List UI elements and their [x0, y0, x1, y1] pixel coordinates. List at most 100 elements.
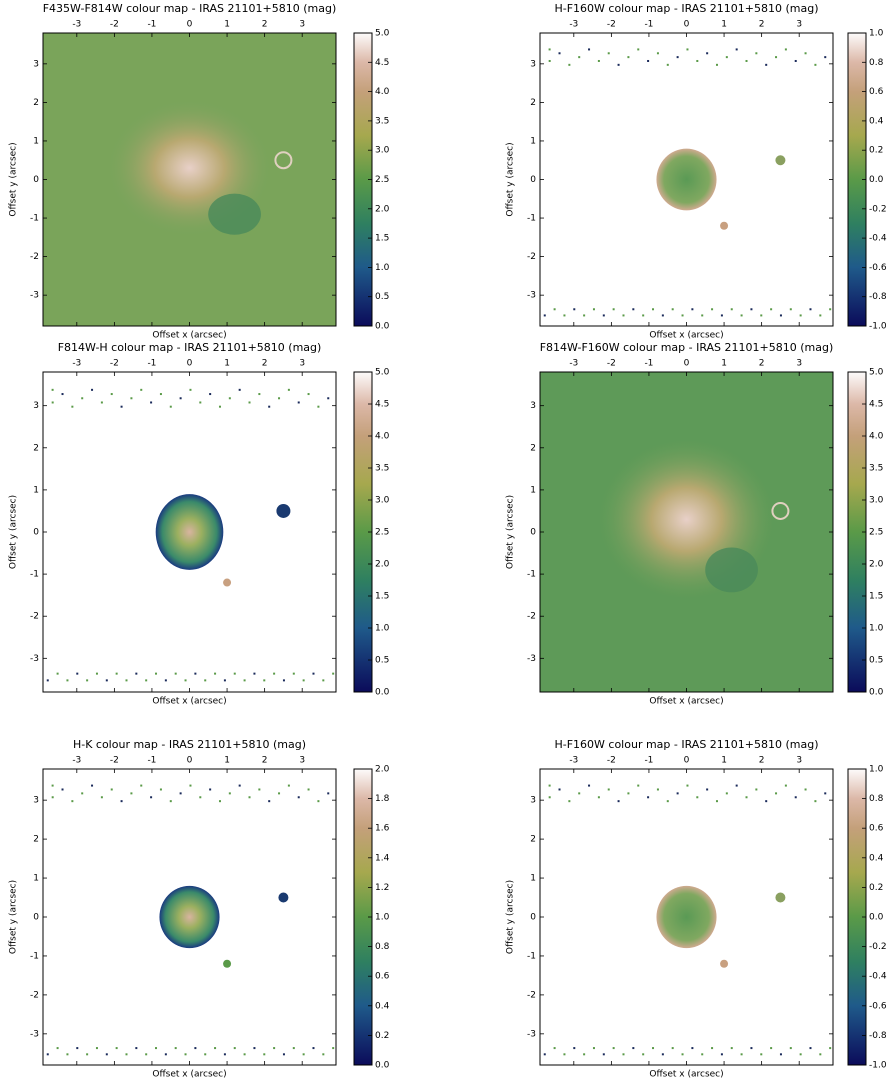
image-noise	[185, 679, 187, 681]
x-tick-label: -1	[147, 756, 156, 766]
image-noise	[760, 1053, 762, 1055]
image-noise	[278, 397, 280, 399]
colorbar-tick-label: 1.0	[869, 624, 884, 634]
image-noise	[263, 679, 265, 681]
y-axis-label: Offset y (arcsec)	[506, 142, 516, 216]
x-axis-label: Offset x (arcsec)	[649, 1070, 723, 1079]
image-noise	[121, 406, 123, 408]
image-noise	[696, 60, 698, 62]
image-noise	[622, 1053, 624, 1055]
image-feature	[656, 149, 716, 211]
colorbar-tick-label: -0.8	[869, 1031, 887, 1041]
colorbar-tick-label: 0.4	[869, 116, 884, 126]
image-noise	[731, 1047, 733, 1049]
colorbar-tick-label: -0.6	[869, 263, 887, 273]
colorbar-tick-label: 2.5	[375, 528, 389, 538]
colorbar-tick-label: 0.5	[375, 656, 389, 666]
image	[47, 389, 334, 682]
image-noise	[303, 679, 305, 681]
image-noise	[554, 308, 556, 310]
x-tick-label: 3	[796, 756, 802, 766]
image-noise	[829, 1047, 831, 1049]
image-noise	[603, 314, 605, 316]
colorbar-tick-label: -0.2	[869, 942, 887, 952]
x-tick-label: -2	[110, 756, 119, 766]
x-tick-label: -2	[607, 20, 616, 30]
y-tick-label: -2	[30, 990, 39, 1000]
x-tick-label: -3	[72, 359, 81, 369]
image-content	[47, 389, 334, 682]
image-noise	[298, 401, 300, 403]
y-tick-label: -1	[527, 570, 536, 580]
image-noise	[652, 308, 654, 310]
image-noise	[583, 1053, 585, 1055]
image-feature	[159, 886, 219, 948]
image-noise	[135, 1047, 137, 1049]
image-noise	[785, 48, 787, 50]
chart-title: F814W-F160W colour map - IRAS 21101+5810…	[540, 341, 834, 354]
image-noise	[824, 792, 826, 794]
image-feature	[156, 494, 224, 570]
image-noise	[116, 673, 118, 675]
image-noise	[66, 1053, 68, 1055]
x-tick-label: -2	[607, 359, 616, 369]
image-noise	[278, 792, 280, 794]
image-noise	[598, 796, 600, 798]
image-noise	[111, 788, 113, 790]
image-noise	[283, 1053, 285, 1055]
image-noise	[253, 1047, 255, 1049]
y-tick-label: 2	[530, 443, 536, 453]
y-tick-label: -3	[30, 654, 39, 664]
image-noise	[726, 792, 728, 794]
y-tick-label: 1	[530, 136, 536, 146]
image-noise	[239, 785, 241, 787]
colorbar-tick-label: -1.0	[869, 322, 887, 332]
image-noise	[71, 800, 73, 802]
image-noise	[268, 800, 270, 802]
image-noise	[721, 314, 723, 316]
image-noise	[819, 314, 821, 316]
colorbar-tick-label: 0.2	[869, 146, 883, 156]
image-noise	[785, 785, 787, 787]
colorbar-tick-label: -0.2	[869, 204, 887, 214]
image-noise	[317, 800, 319, 802]
y-tick-label: 3	[33, 796, 39, 806]
y-tick-label: 2	[530, 835, 536, 845]
image-noise	[86, 1053, 88, 1055]
image-noise	[209, 788, 211, 790]
image-noise	[189, 389, 191, 391]
image-noise	[62, 393, 64, 395]
image-noise	[111, 393, 113, 395]
x-tick-label: -3	[569, 20, 578, 30]
image-noise	[229, 397, 231, 399]
colorbar-tick-label: 0.4	[869, 853, 884, 863]
colorbar-tick-label: 1.5	[869, 592, 883, 602]
colorbar-tick-label: 0.6	[869, 87, 884, 97]
image-noise	[588, 48, 590, 50]
y-tick-label: 3	[530, 59, 536, 69]
image-noise	[204, 1053, 206, 1055]
image-noise	[741, 314, 743, 316]
image-noise	[125, 679, 127, 681]
image-noise	[672, 308, 674, 310]
image-noise	[809, 308, 811, 310]
image-noise	[224, 1053, 226, 1055]
image-noise	[258, 393, 260, 395]
image-content	[43, 33, 336, 326]
colorbar-tick-label: 0.8	[869, 794, 884, 804]
y-tick-label: 2	[33, 443, 39, 453]
image-noise	[795, 796, 797, 798]
image-noise	[819, 1053, 821, 1055]
x-tick-label: 3	[299, 20, 305, 30]
image-noise	[603, 1053, 605, 1055]
image-noise	[199, 401, 201, 403]
x-tick-label: 0	[187, 359, 193, 369]
image-noise	[637, 785, 639, 787]
image-noise	[642, 314, 644, 316]
image-noise	[627, 792, 629, 794]
image-feature	[775, 893, 785, 903]
x-tick-label: 2	[262, 20, 268, 30]
image-noise	[598, 60, 600, 62]
image-noise	[800, 1053, 802, 1055]
chart-title: F814W-H colour map - IRAS 21101+5810 (ma…	[58, 341, 322, 354]
